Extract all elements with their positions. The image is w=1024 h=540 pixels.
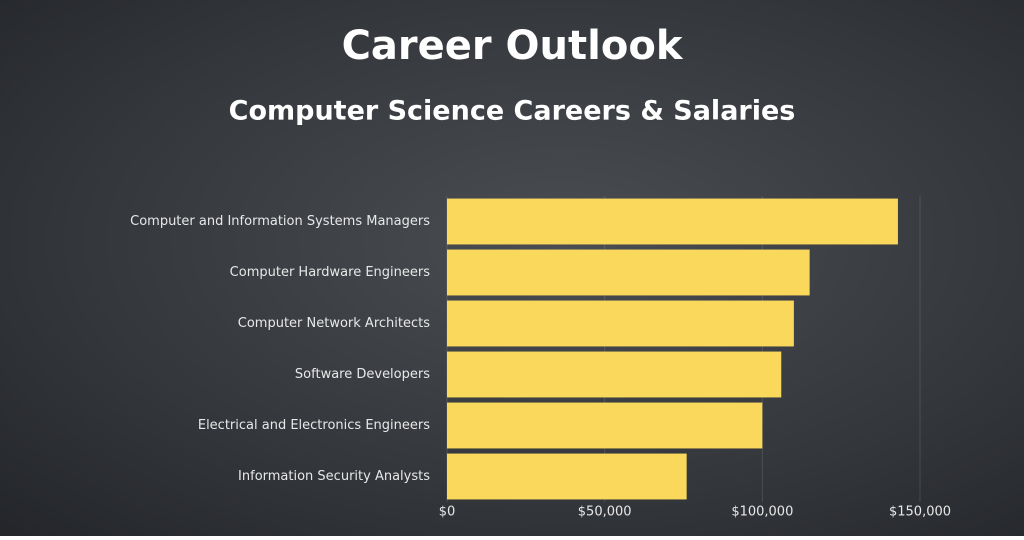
y-tick-label: Information Security Analysts <box>238 469 430 484</box>
bar <box>447 453 687 500</box>
y-tick-label: Computer Hardware Engineers <box>230 265 431 280</box>
x-tick-label: $150,000 <box>889 505 951 520</box>
bar <box>447 198 898 245</box>
y-tick-label: Computer and Information Systems Manager… <box>130 214 430 229</box>
chart-subtitle: Computer Science Careers & Salaries <box>229 96 796 127</box>
bar <box>447 351 782 398</box>
x-tick-label: $100,000 <box>731 505 793 520</box>
y-tick-label: Software Developers <box>295 367 430 382</box>
y-tick-label: Electrical and Electronics Engineers <box>198 418 430 433</box>
x-tick-label: $0 <box>439 505 456 520</box>
bar <box>447 402 763 449</box>
y-tick-label: Computer Network Architects <box>238 316 430 331</box>
bar <box>447 249 810 296</box>
x-tick-label: $50,000 <box>578 505 632 520</box>
chart-title: Career Outlook <box>342 23 684 69</box>
bar <box>447 300 794 347</box>
